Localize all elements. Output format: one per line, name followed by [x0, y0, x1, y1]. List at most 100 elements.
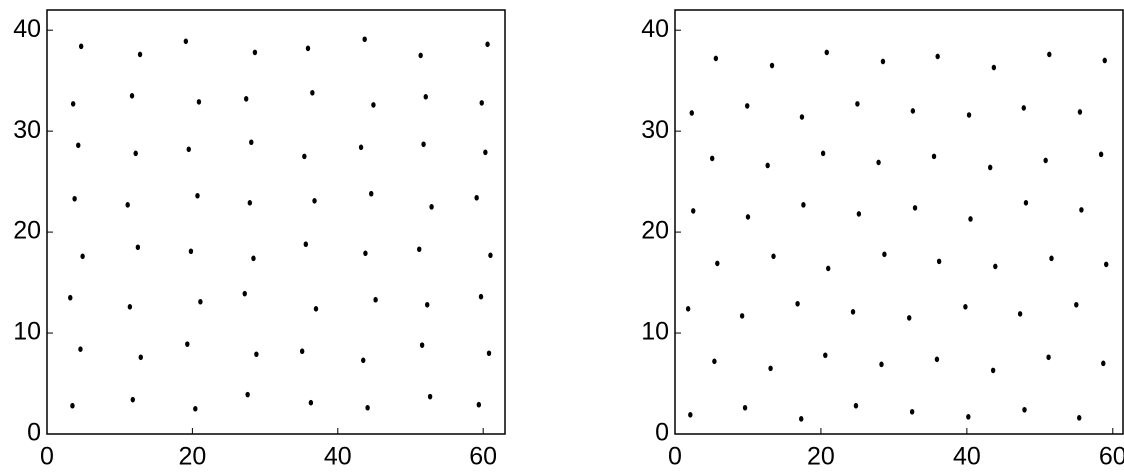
point	[1021, 105, 1026, 111]
point	[362, 36, 367, 43]
point	[485, 41, 490, 48]
point	[879, 361, 884, 368]
point	[935, 53, 940, 60]
point	[990, 367, 996, 374]
point	[1079, 207, 1084, 213]
point	[742, 404, 748, 411]
point	[988, 164, 993, 171]
point	[196, 99, 202, 105]
point	[769, 62, 775, 69]
axes-frame	[46, 9, 506, 435]
point	[1047, 51, 1052, 58]
point	[427, 393, 433, 400]
point	[936, 258, 942, 265]
point	[966, 112, 972, 118]
point	[823, 352, 828, 359]
point	[745, 103, 750, 109]
point	[129, 93, 135, 99]
point	[429, 204, 434, 210]
axes-frame	[674, 9, 1124, 435]
point	[685, 306, 691, 312]
point	[183, 38, 189, 45]
x-tick-label: 20	[178, 443, 206, 471]
y-tick-label: 10	[13, 318, 41, 346]
point	[768, 365, 773, 372]
x-tick-label: 0	[668, 443, 682, 471]
point	[745, 214, 751, 220]
point	[991, 64, 997, 71]
point	[799, 416, 804, 422]
point	[689, 110, 694, 116]
point	[856, 211, 862, 217]
point	[476, 401, 482, 408]
point	[72, 195, 77, 202]
point	[931, 153, 937, 160]
point	[710, 155, 715, 162]
point	[474, 194, 479, 201]
point	[251, 255, 256, 262]
point	[80, 253, 85, 260]
point	[137, 51, 143, 58]
point	[1102, 57, 1107, 64]
point	[912, 205, 918, 211]
point	[193, 405, 198, 412]
point	[910, 108, 916, 114]
point	[1023, 200, 1029, 206]
point	[1017, 311, 1023, 317]
point	[855, 101, 860, 107]
y-tick-label: 10	[641, 318, 669, 346]
point	[312, 198, 317, 204]
point	[198, 298, 203, 305]
point	[907, 315, 912, 321]
point	[488, 252, 493, 259]
point	[1104, 261, 1109, 268]
point	[135, 244, 141, 251]
y-tick-label: 20	[13, 217, 41, 245]
point	[249, 139, 254, 146]
point	[963, 304, 968, 310]
point	[799, 114, 805, 120]
point	[795, 300, 800, 307]
point	[880, 58, 886, 65]
point	[1077, 415, 1082, 421]
point	[299, 348, 305, 355]
y-tick-label: 40	[641, 15, 669, 43]
point	[247, 200, 253, 206]
point	[127, 304, 133, 310]
x-tick-label: 40	[953, 443, 981, 471]
point	[188, 248, 194, 255]
point	[425, 301, 430, 308]
point	[688, 412, 693, 418]
point	[1046, 354, 1051, 361]
point	[243, 96, 249, 102]
point	[371, 102, 376, 108]
point	[358, 144, 364, 151]
point	[242, 290, 247, 297]
x-tick-label: 0	[40, 443, 54, 471]
point	[850, 309, 856, 315]
point	[369, 190, 374, 197]
point	[305, 45, 311, 52]
point	[820, 150, 826, 157]
point	[801, 202, 806, 208]
point	[313, 306, 319, 312]
y-tick-label: 30	[13, 116, 41, 144]
point	[713, 55, 719, 62]
x-tick-label: 40	[324, 443, 352, 471]
point	[853, 402, 859, 409]
point	[824, 49, 829, 56]
x-tick-label: 60	[1099, 443, 1124, 471]
point	[478, 293, 484, 300]
point	[252, 49, 258, 56]
point	[1098, 151, 1104, 158]
point	[302, 153, 307, 160]
y-tick-label: 30	[641, 116, 669, 144]
point	[876, 159, 881, 166]
point	[1101, 360, 1106, 367]
point	[363, 250, 368, 257]
y-tick-label: 0	[27, 419, 41, 447]
point	[310, 89, 315, 96]
point	[418, 52, 423, 59]
point	[1077, 109, 1083, 115]
